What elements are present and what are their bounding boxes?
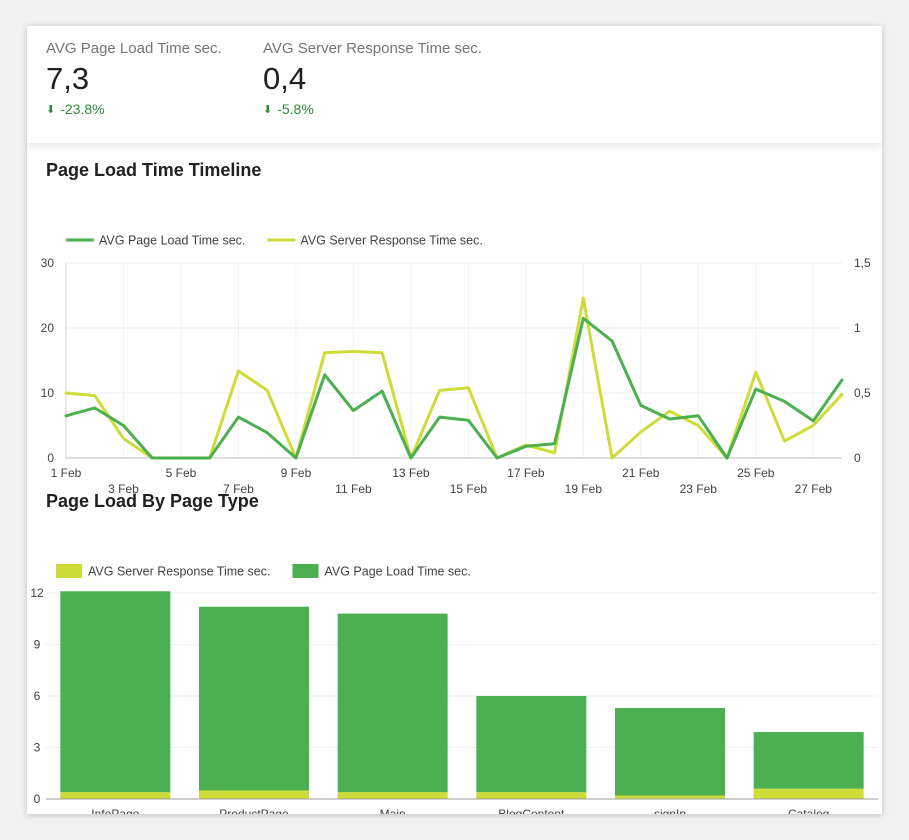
y-tick-right: 0,5 xyxy=(854,386,871,400)
bar-page-load[interactable] xyxy=(753,732,864,789)
bar-server-response[interactable] xyxy=(615,795,725,799)
bar-server-response[interactable] xyxy=(753,788,864,799)
bar-page-load[interactable] xyxy=(476,696,587,793)
x-category-label: Main xyxy=(380,807,406,814)
x-tick-label: 5 Feb xyxy=(166,466,197,480)
kpi-label: AVG Server Response Time sec. xyxy=(263,40,482,57)
x-tick-label: 19 Feb xyxy=(565,482,603,496)
y-tick: 12 xyxy=(30,586,44,600)
y-tick-left: 30 xyxy=(41,256,55,270)
x-tick-label: 21 Feb xyxy=(622,466,660,480)
dashboard-card: AVG Page Load Time sec. 7,3 ⬇ -23.8% AVG… xyxy=(27,26,882,814)
bar-server-response[interactable] xyxy=(337,792,448,799)
kpi-delta-value: -5.8% xyxy=(277,101,314,117)
y-tick: 0 xyxy=(34,792,41,806)
kpi-scorecards: AVG Page Load Time sec. 7,3 ⬇ -23.8% AVG… xyxy=(27,26,882,143)
bar-page-load[interactable] xyxy=(60,591,171,793)
x-category-label: InfoPage xyxy=(91,807,139,814)
timeline-title: Page Load Time Timeline xyxy=(46,160,262,180)
x-tick-label: 17 Feb xyxy=(507,466,545,480)
bar-server-response[interactable] xyxy=(60,792,171,799)
x-tick-label: 7 Feb xyxy=(223,482,254,496)
x-tick-label: 25 Feb xyxy=(737,466,775,480)
bar-server-response[interactable] xyxy=(476,792,587,799)
x-category-label: signIn xyxy=(654,807,686,814)
x-tick-label: 23 Feb xyxy=(680,482,718,496)
legend-label[interactable]: AVG Server Response Time sec. xyxy=(88,565,270,579)
bar-page-load[interactable] xyxy=(337,613,448,793)
x-tick-label: 27 Feb xyxy=(795,482,833,496)
y-tick-right: 1,5 xyxy=(854,256,871,270)
arrow-down-icon: ⬇ xyxy=(46,103,56,116)
legend-swatch xyxy=(292,564,319,578)
y-tick: 9 xyxy=(34,638,41,652)
page-type-chart[interactable]: AVG Server Response Time sec. AVG Page Lo… xyxy=(27,526,882,814)
timeline-chart[interactable]: AVG Page Load Time sec. AVG Server Respon… xyxy=(27,196,882,536)
legend-label[interactable]: AVG Page Load Time sec. xyxy=(324,565,470,579)
bar-page-load[interactable] xyxy=(615,708,725,796)
y-tick-left: 20 xyxy=(41,321,55,335)
series-line-server-response[interactable] xyxy=(64,296,844,460)
kpi-server-response[interactable]: AVG Server Response Time sec. 0,4 ⬇ -5.8… xyxy=(263,40,482,117)
y-tick-right: 0 xyxy=(854,451,861,465)
legend-label[interactable]: AVG Server Response Time sec. xyxy=(300,234,482,248)
kpi-delta: ⬇ -23.8% xyxy=(46,101,222,117)
kpi-value: 7,3 xyxy=(46,61,90,96)
y-tick-right: 1 xyxy=(854,321,861,335)
x-tick-label: 3 Feb xyxy=(108,482,139,496)
x-tick-label: 13 Feb xyxy=(392,466,430,480)
arrow-down-icon: ⬇ xyxy=(263,103,273,116)
bar-page-load[interactable] xyxy=(199,606,309,791)
x-tick-label: 11 Feb xyxy=(335,482,372,496)
series-line-page-load[interactable] xyxy=(64,316,844,460)
x-category-label: Catalog xyxy=(788,807,829,814)
legend-label[interactable]: AVG Page Load Time sec. xyxy=(99,234,245,248)
y-tick-left: 10 xyxy=(41,386,55,400)
x-tick-label: 1 Feb xyxy=(51,466,82,480)
x-tick-label: 9 Feb xyxy=(281,466,312,480)
kpi-page-load[interactable]: AVG Page Load Time sec. 7,3 ⬇ -23.8% xyxy=(46,40,222,117)
y-tick: 6 xyxy=(34,689,41,703)
legend-swatch xyxy=(56,564,82,578)
x-tick-label: 15 Feb xyxy=(450,482,488,496)
kpi-delta: ⬇ -5.8% xyxy=(263,101,482,117)
x-category-label: ProductPage xyxy=(219,807,289,814)
kpi-label: AVG Page Load Time sec. xyxy=(46,40,222,57)
kpi-delta-value: -23.8% xyxy=(60,101,105,117)
kpi-value: 0,4 xyxy=(263,61,307,96)
bar-server-response[interactable] xyxy=(199,790,309,799)
y-tick-left: 0 xyxy=(47,451,54,465)
page-type-title: Page Load By Page Type xyxy=(46,491,259,511)
x-category-label: BlogContent xyxy=(498,807,565,814)
y-tick: 3 xyxy=(34,741,41,755)
